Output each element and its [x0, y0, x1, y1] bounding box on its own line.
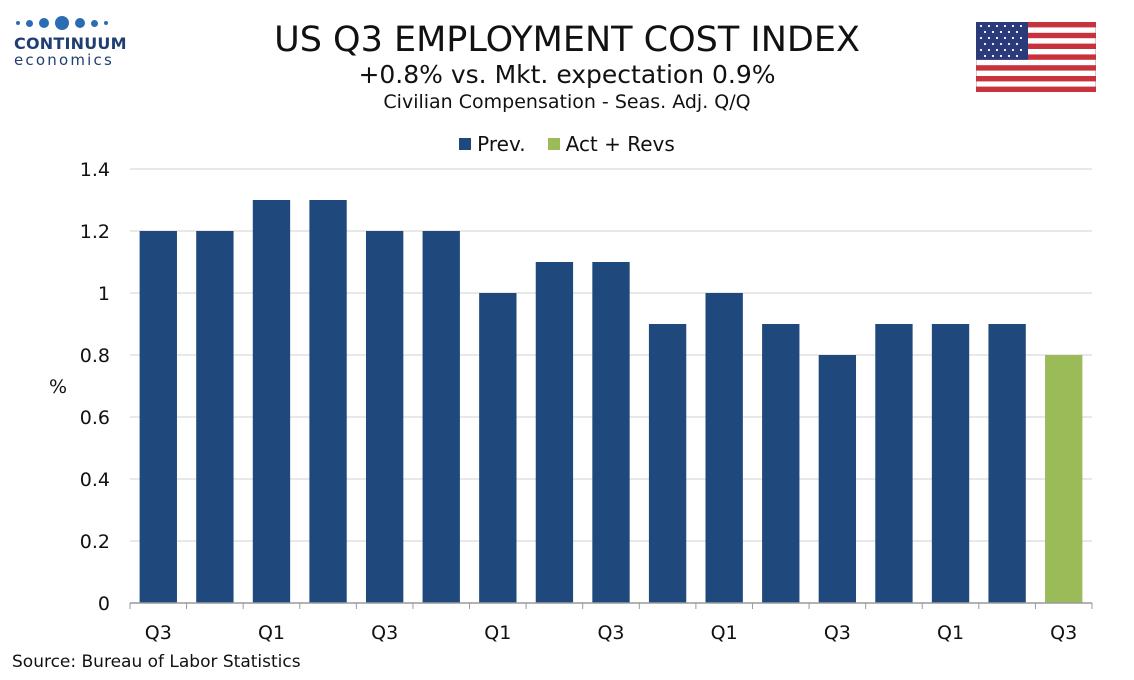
y-tick-label: 1: [98, 283, 110, 305]
bar-prev: [139, 231, 177, 603]
company-logo: CONTINUUM economics: [14, 14, 134, 69]
legend-label-act: Act + Revs: [565, 132, 675, 156]
y-tick-label: 1.4: [80, 159, 110, 181]
chart-header: US Q3 EMPLOYMENT COST INDEX +0.8% vs. Mk…: [0, 20, 1134, 114]
x-tick-label: Q3: [824, 622, 851, 644]
chart-subtitle: +0.8% vs. Mkt. expectation 0.9%: [358, 60, 776, 89]
legend-swatch-prev: [459, 138, 472, 150]
bar-prev: [705, 293, 743, 603]
bar-prev: [648, 324, 687, 603]
source-note: Source: Bureau of Labor Statistics: [12, 652, 301, 672]
bar-prev: [196, 231, 234, 603]
y-tick-label: 0.4: [80, 469, 110, 491]
chart-legend: Prev. Act + Revs: [0, 132, 1134, 156]
x-tick-label: Q3: [597, 622, 624, 644]
y-axis-label: %: [49, 376, 67, 398]
x-tick-label: Q3: [371, 622, 398, 644]
bar-prev: [309, 200, 347, 603]
bar-prev: [762, 324, 800, 603]
bar-prev: [988, 324, 1026, 603]
y-tick-label: 0.8: [80, 345, 110, 367]
bar-prev: [592, 262, 630, 603]
y-tick-label: 0.6: [80, 407, 110, 429]
bar-prev: [422, 231, 460, 603]
bar-prev: [818, 355, 857, 603]
x-tick-label: Q1: [937, 622, 964, 644]
y-tick-label: 1.2: [80, 221, 110, 243]
y-tick-label: 0: [98, 593, 110, 615]
us-flag-icon: [976, 22, 1096, 92]
logo-subtitle: economics: [14, 51, 114, 69]
bar-prev: [875, 324, 913, 603]
bar-prev: [365, 231, 404, 603]
logo-name: CONTINUUM: [14, 34, 127, 53]
x-tick-label: Q3: [145, 622, 172, 644]
bar-prev: [252, 200, 291, 603]
bar-prev: [535, 262, 574, 603]
chart-title: US Q3 EMPLOYMENT COST INDEX: [274, 20, 860, 60]
chart-subtitle-secondary: Civilian Compensation - Seas. Adj. Q/Q: [383, 91, 751, 113]
legend-item-act: Act + Revs: [547, 132, 675, 156]
legend-label-prev: Prev.: [477, 132, 526, 156]
bar-prev: [479, 293, 517, 603]
bar-actual: [1045, 355, 1083, 603]
y-tick-label: 0.2: [80, 531, 110, 553]
legend-swatch-act: [547, 138, 560, 150]
x-tick-label: Q3: [1050, 622, 1077, 644]
logo-dots-icon: [16, 14, 134, 32]
x-tick-label: Q1: [484, 622, 511, 644]
x-tick-label: Q1: [711, 622, 738, 644]
legend-item-prev: Prev.: [459, 132, 526, 156]
x-tick-label: Q1: [258, 622, 285, 644]
bar-prev: [931, 324, 970, 603]
